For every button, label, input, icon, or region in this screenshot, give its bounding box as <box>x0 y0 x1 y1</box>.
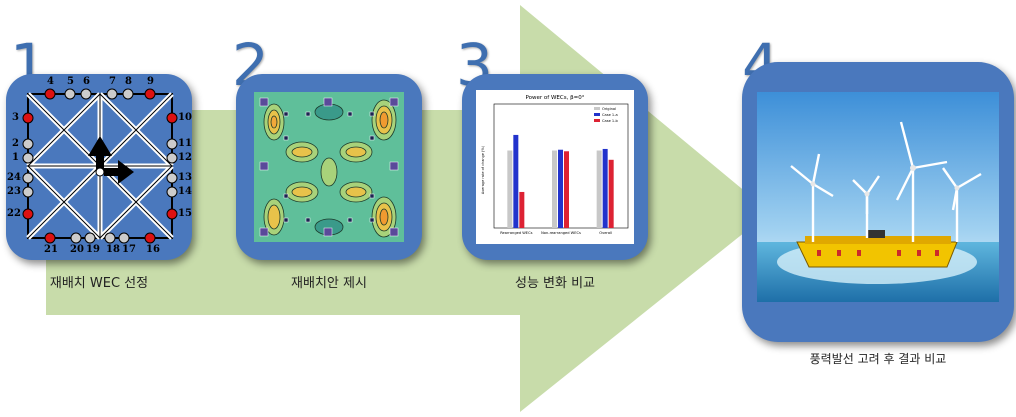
step-3-caption: 성능 변화 비교 <box>514 276 596 291</box>
contour-map <box>254 92 404 242</box>
offshore-wind-image <box>757 92 999 302</box>
chart-panel: Power of WECs, β=0° Average rate of chan… <box>476 90 634 244</box>
bar-2-2 <box>608 159 614 228</box>
legend-label: Original <box>602 107 616 111</box>
node-label-21: 21 <box>44 244 58 255</box>
node-label-14: 14 <box>178 186 192 197</box>
node-label-18: 18 <box>106 244 120 255</box>
bar-2-1 <box>564 151 569 228</box>
step-4-caption: 풍력발선 고려 후 결과 비교 <box>809 352 947 366</box>
bar-1-1 <box>558 149 563 228</box>
wind-turbine-icon <box>790 121 982 242</box>
legend-label: Case 1-a <box>602 113 618 117</box>
node-label-11: 11 <box>178 138 192 149</box>
step-2-caption: 재배치안 제시 <box>291 276 367 291</box>
node-label-1: 1 <box>12 152 19 163</box>
bar-1-0 <box>513 134 519 228</box>
node-label-2: 2 <box>12 138 19 149</box>
node-label-9: 9 <box>147 76 154 87</box>
node-label-6: 6 <box>83 76 90 87</box>
x-tick-label: Overall <box>599 231 612 235</box>
bar-0-2 <box>596 150 602 228</box>
bar-1-2 <box>602 148 608 228</box>
node-label-23: 23 <box>7 186 21 197</box>
x-tick-label: Rearranged WECs <box>500 231 532 235</box>
node-label-22: 22 <box>7 208 21 219</box>
node-label-17: 17 <box>122 244 136 255</box>
bar-0-0 <box>507 150 513 228</box>
legend-swatch <box>594 119 600 122</box>
chart-ylabel: Average rate of change (%) <box>481 145 485 194</box>
step-1-card: 4 5 6 7 8 9 3 2 1 24 23 22 10 11 12 13 1… <box>6 74 192 260</box>
bar-2-0 <box>519 191 525 228</box>
node-label-4: 4 <box>47 76 54 87</box>
node-label-8: 8 <box>125 76 132 87</box>
legend-label: Case 1-b <box>602 119 619 123</box>
step-4-card <box>742 62 1014 342</box>
arrow-up-icon <box>88 136 112 172</box>
chart-legend: Original Case 1-a Case 1-b <box>594 107 619 123</box>
step-2-card <box>236 74 422 260</box>
node-label-15: 15 <box>178 208 192 219</box>
node-label-12: 12 <box>178 152 192 163</box>
x-tick-label: Non-rearranged WECs <box>541 231 581 235</box>
arrow-right-icon <box>104 160 134 184</box>
chart-title: Power of WECs, β=0° <box>526 95 585 101</box>
node-label-16: 16 <box>146 244 160 255</box>
bar-0-1 <box>552 150 557 228</box>
step-3-card: Power of WECs, β=0° Average rate of chan… <box>462 74 648 260</box>
node-label-10: 10 <box>178 112 192 123</box>
node-label-19: 19 <box>86 244 100 255</box>
bar-chart: Power of WECs, β=0° Average rate of chan… <box>481 95 629 235</box>
legend-swatch <box>594 113 600 116</box>
step-1-caption: 재배치 WEC 선정 <box>49 276 149 291</box>
legend-swatch <box>594 107 600 110</box>
node-label-7: 7 <box>109 76 116 87</box>
node-label-3: 3 <box>12 112 19 123</box>
node-label-24: 24 <box>7 172 21 183</box>
node-label-13: 13 <box>178 172 192 183</box>
node-label-5: 5 <box>67 76 74 87</box>
wec-layout-grid <box>22 88 178 244</box>
node-label-20: 20 <box>70 244 84 255</box>
